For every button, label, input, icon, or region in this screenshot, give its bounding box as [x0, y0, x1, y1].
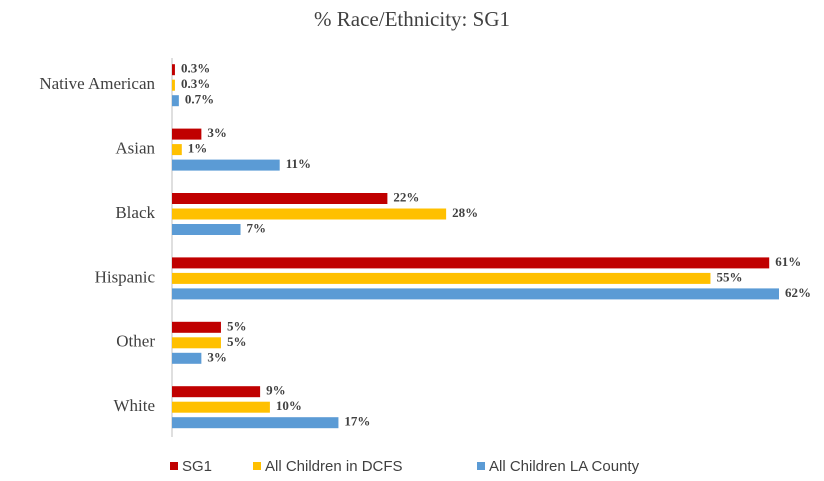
value-label: 5%	[227, 334, 247, 349]
value-label: 62%	[785, 285, 811, 300]
value-label: 28%	[452, 205, 478, 220]
chart-title: % Race/Ethnicity: SG1	[314, 7, 510, 31]
category-label: White	[113, 396, 155, 415]
bar	[172, 208, 447, 220]
bar	[172, 193, 388, 204]
value-label: 0.3%	[181, 61, 210, 76]
value-label: 7%	[247, 220, 267, 235]
bar	[172, 337, 221, 349]
value-label: 0.3%	[181, 76, 210, 91]
bar	[172, 352, 202, 364]
category-label: Asian	[115, 139, 155, 158]
bar	[172, 321, 221, 333]
bar	[172, 288, 779, 300]
bar	[172, 417, 339, 429]
category-label: Black	[115, 203, 155, 222]
category-label: Other	[116, 332, 155, 351]
legend-label: SG1	[182, 458, 212, 475]
value-label: 61%	[775, 254, 801, 269]
bar	[172, 257, 770, 269]
legend-label: All Children in DCFS	[265, 458, 403, 475]
bar	[172, 401, 270, 413]
legend-swatch	[170, 462, 178, 470]
value-label: 9%	[266, 383, 286, 398]
value-label: 10%	[276, 398, 302, 413]
bar	[172, 79, 175, 91]
value-label: 17%	[344, 414, 370, 429]
bar	[172, 224, 241, 235]
category-label: Native American	[39, 74, 155, 93]
legend-label: All Children LA County	[489, 458, 640, 475]
value-label: 11%	[286, 156, 311, 171]
value-label: 0.7%	[185, 92, 214, 107]
value-label: 55%	[716, 269, 742, 284]
bar	[172, 159, 280, 171]
legend-swatch	[477, 462, 485, 470]
legend-swatch	[253, 462, 261, 470]
bar	[172, 272, 711, 284]
bar	[172, 386, 261, 398]
value-label: 5%	[227, 318, 247, 333]
bar	[172, 128, 202, 140]
value-label: 3%	[207, 349, 227, 364]
value-label: 3%	[207, 125, 227, 140]
bar	[172, 144, 182, 156]
value-label: 1%	[188, 141, 208, 156]
category-label: Hispanic	[95, 267, 156, 286]
value-label: 22%	[393, 189, 419, 204]
bar	[172, 64, 175, 76]
bar	[172, 95, 179, 107]
